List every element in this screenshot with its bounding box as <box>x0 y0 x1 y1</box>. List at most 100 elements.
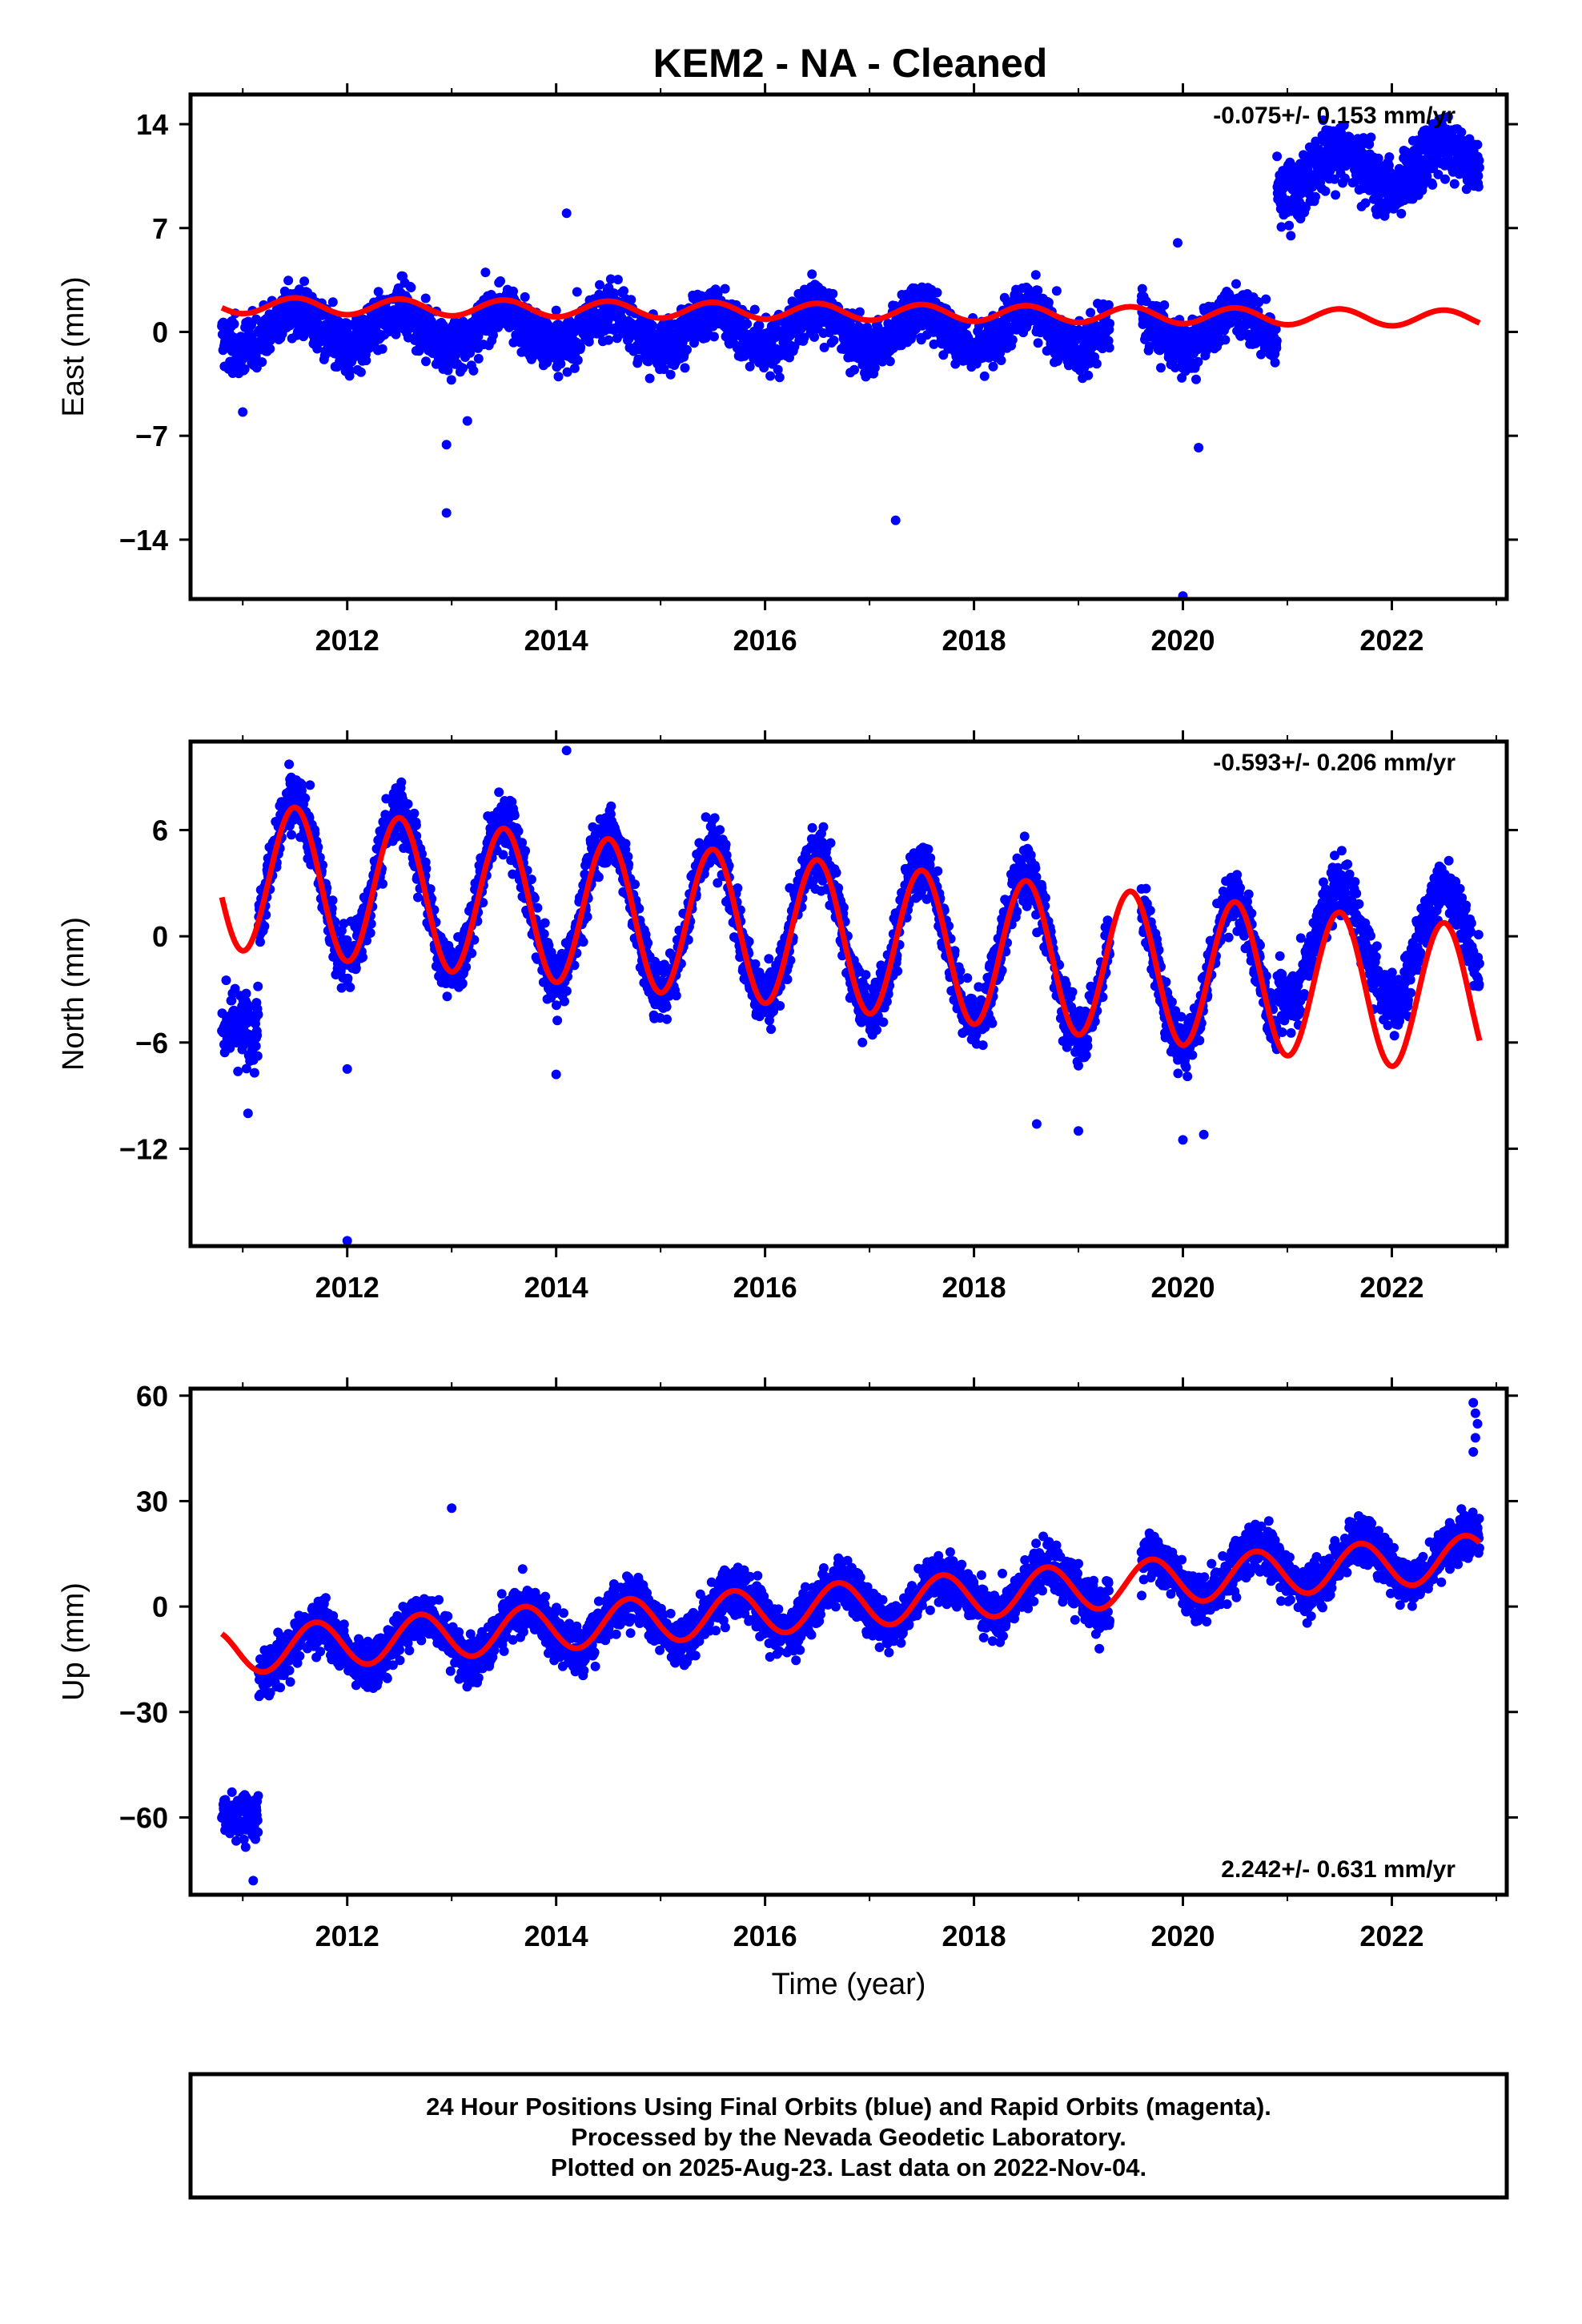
data-point <box>336 983 347 993</box>
data-point <box>496 276 505 286</box>
data-point <box>709 332 719 342</box>
data-point <box>345 365 355 376</box>
data-point <box>572 355 583 365</box>
data-point <box>230 983 240 994</box>
data-point <box>1043 297 1054 308</box>
x-tick-label: 2018 <box>942 1271 1006 1304</box>
rate-label: -0.075+/- 0.153 mm/yr <box>1213 103 1456 129</box>
data-point <box>411 820 421 830</box>
data-point <box>253 981 263 991</box>
panel-frame <box>188 92 1509 601</box>
data-point <box>988 361 998 372</box>
data-point <box>608 288 619 299</box>
data-point <box>561 986 572 996</box>
data-point <box>1366 132 1376 143</box>
data-point <box>1231 279 1241 289</box>
data-point <box>345 982 355 992</box>
final-orbit-points <box>217 111 1484 599</box>
data-point <box>754 320 765 331</box>
data-point <box>1030 270 1041 280</box>
data-point <box>529 893 540 903</box>
data-point <box>249 1068 259 1078</box>
data-point <box>1394 163 1404 174</box>
y-tick-label: −12 <box>119 1132 168 1165</box>
data-point <box>406 283 416 292</box>
data-point <box>339 919 349 929</box>
data-point <box>560 996 569 1007</box>
data-point <box>1311 136 1321 147</box>
chart-title: KEM2 - NA - Cleaned <box>653 41 1048 86</box>
data-point <box>283 275 294 286</box>
data-point <box>351 963 361 973</box>
outlier-point <box>441 440 452 450</box>
data-point <box>996 356 1006 365</box>
data-point <box>773 364 783 375</box>
data-point <box>1091 359 1102 369</box>
data-point <box>540 918 550 928</box>
data-point <box>1422 171 1432 182</box>
data-point <box>442 991 452 1002</box>
data-point <box>1443 111 1453 122</box>
data-point <box>257 357 267 368</box>
data-point <box>239 364 250 374</box>
data-point <box>829 336 839 345</box>
outlier-point <box>441 508 452 518</box>
data-point <box>252 1051 263 1061</box>
data-point <box>366 919 376 929</box>
data-point <box>828 288 838 299</box>
data-point <box>446 375 456 385</box>
data-point <box>680 363 690 373</box>
data-point <box>241 988 251 999</box>
data-point <box>259 921 270 931</box>
data-point <box>305 780 315 790</box>
data-point <box>403 799 413 809</box>
x-tick-label: 2022 <box>1359 624 1423 657</box>
data-point <box>327 895 338 906</box>
data-point <box>1473 182 1484 192</box>
data-point <box>553 372 564 382</box>
data-point <box>1299 150 1308 160</box>
data-point <box>1270 357 1280 368</box>
data-point <box>1456 127 1467 138</box>
y-tick-label: −14 <box>119 524 168 557</box>
data-point <box>284 759 295 770</box>
data-point <box>221 975 231 986</box>
data-point <box>253 1009 263 1019</box>
data-point <box>647 320 657 331</box>
data-point <box>809 332 820 342</box>
data-point <box>1144 341 1154 352</box>
x-tick-label: 2016 <box>733 1271 797 1304</box>
data-point <box>1083 370 1094 380</box>
data-point <box>229 319 239 329</box>
data-point <box>1427 179 1438 190</box>
data-point <box>378 879 387 889</box>
x-tick-label: 2020 <box>1150 624 1215 657</box>
data-point <box>576 342 586 352</box>
data-point <box>1051 286 1062 296</box>
data-point <box>391 329 401 340</box>
data-point <box>467 948 477 959</box>
y-axis-label: East (mm) <box>57 276 90 416</box>
data-point <box>425 884 436 895</box>
data-point <box>1104 343 1114 353</box>
data-point <box>1472 139 1483 150</box>
data-point <box>749 304 760 315</box>
data-point <box>745 361 755 372</box>
y-tick-label: −6 <box>135 1027 168 1059</box>
data-point <box>633 354 644 364</box>
data-point <box>578 937 588 947</box>
data-point <box>1373 153 1383 163</box>
data-point <box>552 1015 563 1026</box>
y-tick-label: 0 <box>152 316 168 348</box>
data-point <box>358 952 367 963</box>
data-point <box>1307 182 1318 192</box>
y-tick-label: 6 <box>152 814 168 847</box>
data-point <box>227 995 237 1006</box>
data-point <box>1318 115 1328 126</box>
data-point <box>1284 220 1295 231</box>
data-point <box>458 363 468 373</box>
data-point <box>1170 363 1180 372</box>
data-point <box>421 356 431 367</box>
data-point <box>932 287 942 298</box>
